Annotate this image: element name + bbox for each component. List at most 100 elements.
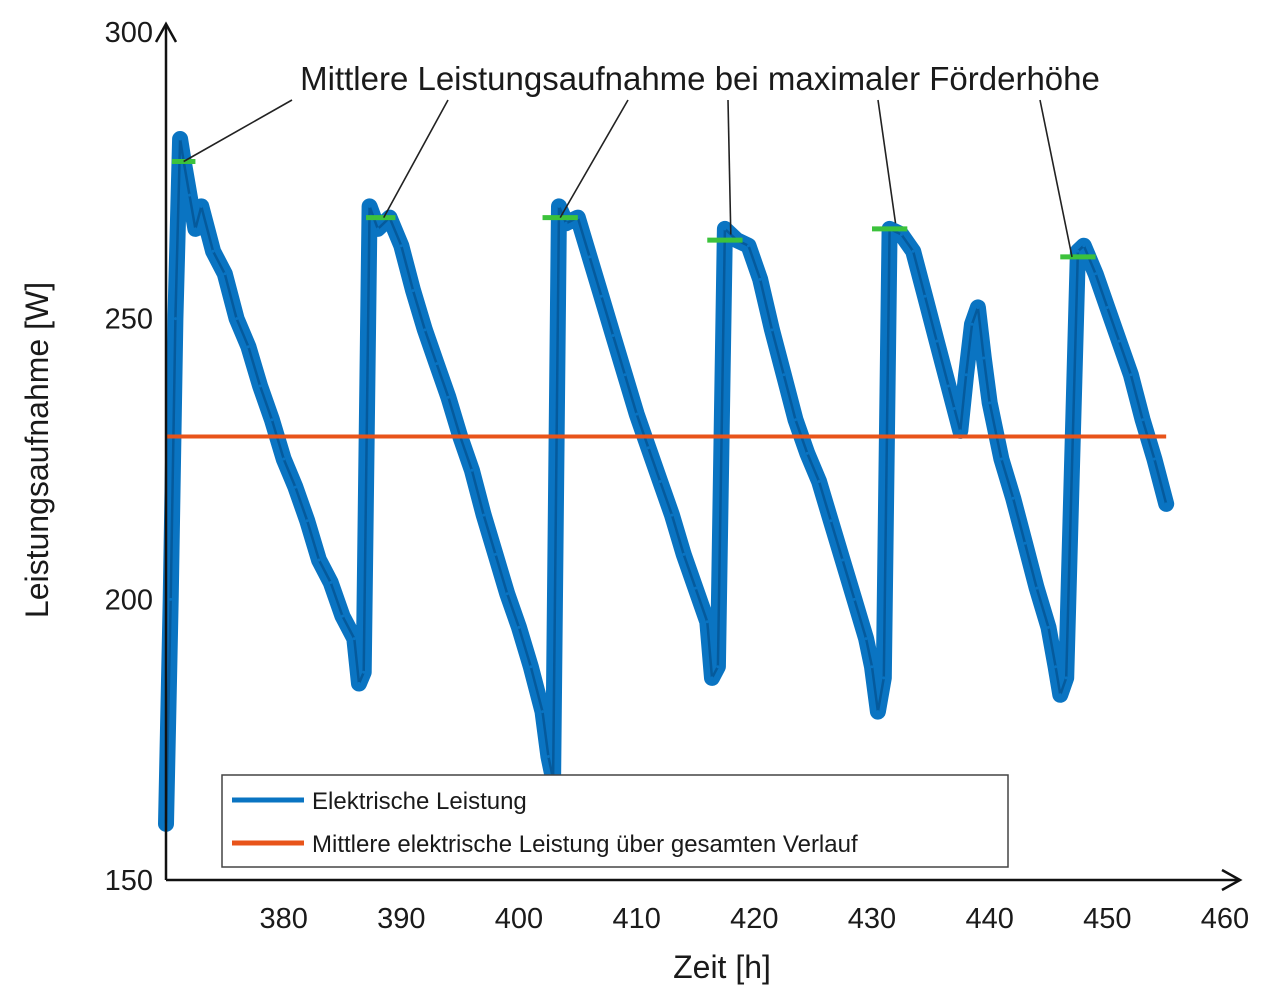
data-point-elektrische-leistung <box>270 418 274 422</box>
data-point-elektrische-leistung <box>1076 249 1080 253</box>
data-point-elektrische-leistung <box>368 204 372 208</box>
x-tick-label: 430 <box>848 903 896 935</box>
annotation-leader-line <box>1039 99 1073 258</box>
data-point-elektrische-leistung <box>623 373 627 377</box>
data-point-elektrische-leistung <box>635 412 639 416</box>
data-point-elektrische-leistung <box>899 232 903 236</box>
data-point-elektrische-leistung <box>505 592 509 596</box>
plot-series-layer <box>158 131 1175 832</box>
axes-layer <box>154 21 1243 892</box>
data-point-elektrische-leistung <box>794 418 798 422</box>
data-point-elektrische-leistung <box>946 384 950 388</box>
data-point-elektrische-leistung <box>911 249 915 253</box>
data-point-elektrische-leistung <box>199 204 203 208</box>
data-point-elektrische-leistung <box>758 277 762 281</box>
x-axis-arrow <box>1221 868 1243 892</box>
data-point-elektrische-leistung <box>976 305 980 309</box>
data-point-elektrische-leistung <box>352 637 356 641</box>
data-point-elektrische-leistung <box>952 406 956 410</box>
x-axis-title: Zeit [h] <box>673 949 771 985</box>
data-point-elektrische-leistung <box>1023 541 1027 545</box>
data-point-elektrische-leistung <box>646 446 650 450</box>
data-point-elektrische-leistung <box>1094 272 1098 276</box>
data-point-elektrische-leistung <box>817 479 821 483</box>
data-point-elektrische-leistung <box>841 558 845 562</box>
x-tick-label: 400 <box>495 903 543 935</box>
x-tick-label: 390 <box>377 903 425 935</box>
data-point-elektrische-leistung <box>1011 496 1015 500</box>
data-point-elektrische-leistung <box>923 294 927 298</box>
data-point-elektrische-leistung <box>1054 665 1058 669</box>
x-tick-label: 410 <box>612 903 660 935</box>
legend-box <box>221 774 1009 868</box>
data-point-elektrische-leistung <box>958 429 962 433</box>
data-point-elektrische-leistung <box>782 373 786 377</box>
data-point-elektrische-leistung <box>964 373 968 377</box>
data-point-elektrische-leistung <box>317 558 321 562</box>
data-point-elektrische-leistung <box>1164 502 1168 506</box>
x-tick-label: 460 <box>1201 903 1249 935</box>
data-point-elektrische-leistung <box>716 665 720 669</box>
data-point-elektrische-leistung <box>357 682 361 686</box>
data-point-elektrische-leistung <box>1141 418 1145 422</box>
legend-label-elektrische-leistung: Elektrische Leistung <box>312 788 527 815</box>
data-point-elektrische-leistung <box>694 586 697 590</box>
data-point-elektrische-leistung <box>411 289 415 293</box>
data-point-elektrische-leistung <box>1117 339 1121 343</box>
annotation-layer: Mittlere Leistungsaufnahme bei maximaler… <box>183 60 1100 258</box>
data-point-elektrische-leistung <box>546 755 550 759</box>
y-tick-label: 300 <box>105 17 153 49</box>
data-point-elektrische-leistung <box>1129 373 1133 377</box>
data-point-elektrische-leistung <box>246 345 250 349</box>
data-point-elektrische-leistung <box>223 272 227 276</box>
annotation-leader-line <box>183 99 293 163</box>
legend: Elektrische Leistung Mittlere elektrische… <box>221 774 1009 868</box>
y-tick-label: 150 <box>105 865 153 897</box>
legend-label-mittlere-leistung: Mittlere elektrische Leistung über gesam… <box>312 831 858 858</box>
data-point-elektrische-leistung <box>493 552 497 556</box>
data-point-elektrische-leistung <box>876 710 880 714</box>
data-point-elektrische-leistung <box>723 227 727 231</box>
data-point-elektrische-leistung <box>710 676 714 680</box>
data-point-elektrische-leistung <box>470 468 474 472</box>
data-point-elektrische-leistung <box>362 670 366 674</box>
x-tick-label: 440 <box>965 903 1013 935</box>
x-tick-label: 450 <box>1083 903 1131 935</box>
data-point-elektrische-leistung <box>705 620 709 624</box>
data-point-elektrische-leistung <box>446 395 450 399</box>
data-point-elektrische-leistung <box>611 334 615 338</box>
data-point-elektrische-leistung <box>235 317 239 321</box>
data-point-elektrische-leistung <box>588 255 592 259</box>
data-point-elektrische-leistung <box>988 401 992 405</box>
data-point-elektrische-leistung <box>882 676 886 680</box>
data-point-elektrische-leistung <box>1047 625 1050 629</box>
x-tick-label: 420 <box>730 903 778 935</box>
data-point-elektrische-leistung <box>658 479 662 483</box>
annotation-leader-line <box>382 99 449 219</box>
data-point-elektrische-leistung <box>305 519 309 523</box>
data-point-elektrische-leistung <box>399 244 403 248</box>
data-point-elektrische-leistung <box>423 328 427 332</box>
data-point-elektrische-leistung <box>682 552 686 556</box>
data-point-elektrische-leistung <box>1082 244 1086 248</box>
data-point-elektrische-leistung <box>173 317 177 321</box>
data-point-elektrische-leistung <box>982 356 986 360</box>
data-point-elektrische-leistung <box>557 204 561 208</box>
data-point-elektrische-leistung <box>770 328 774 332</box>
data-point-elektrische-leistung <box>1035 586 1039 590</box>
data-point-elektrische-leistung <box>293 485 297 489</box>
data-point-elektrische-leistung <box>282 457 286 461</box>
annotation-leader-line <box>559 99 629 219</box>
data-point-elektrische-leistung <box>482 513 486 517</box>
data-point-elektrische-leistung <box>599 294 603 298</box>
y-axis-arrow <box>154 21 178 43</box>
data-point-elektrische-leistung <box>999 457 1003 461</box>
data-point-elektrische-leistung <box>541 710 545 714</box>
data-point-elektrische-leistung <box>829 519 833 523</box>
data-point-elektrische-leistung <box>670 513 674 517</box>
y-tick-label: 200 <box>105 584 153 616</box>
data-point-elektrische-leistung <box>193 227 197 231</box>
data-point-elektrische-leistung <box>1064 676 1068 680</box>
data-point-elektrische-leistung <box>188 193 192 197</box>
